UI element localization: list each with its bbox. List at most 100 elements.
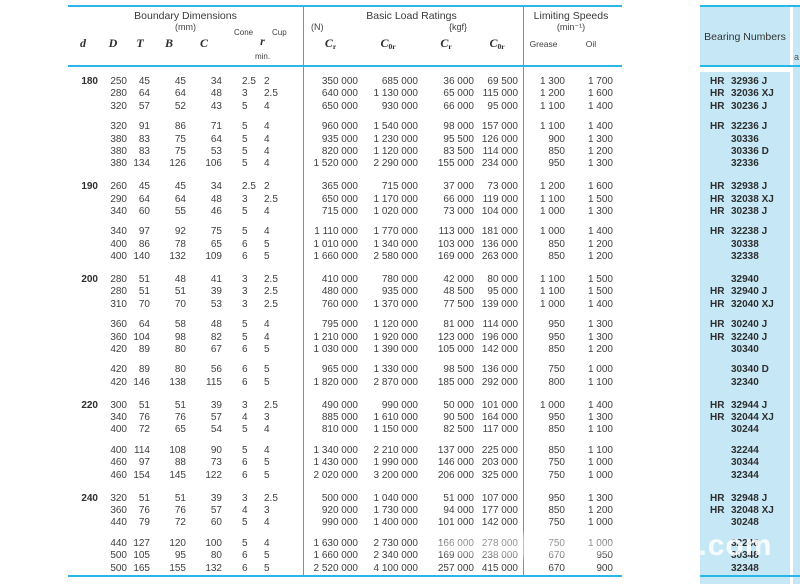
cell-C: 48 [210,319,222,331]
cell-grease: 950 [548,158,565,170]
cut-off-text-fragment: a [794,52,800,62]
cell-d: 200 [81,274,98,286]
cell-T: 89 [138,344,150,356]
cell-cr-kgf: 166 000 [437,537,474,549]
cell-D: 440 [110,517,127,529]
cell-c0r-kgf: 142 000 [481,344,518,356]
table-row: 360 104 98 82 5 4 1 210 000 1 920 000 123 000 196… [68,332,800,344]
cell-T: 45 [138,76,150,87]
spacer [615,251,700,263]
cell-oil: 1 300 [587,158,613,170]
cell-D: 400 [110,444,127,456]
cell-cone-r: 6 [242,364,248,376]
cell-cone-r: 5 [242,133,248,145]
cell-bearing-number: 30248 [700,517,800,529]
cell-C: 106 [205,158,222,170]
cell-c0r-n: 1 340 000 [373,238,419,250]
cell-T: 76 [138,412,150,424]
spacer [615,445,700,457]
spacer [615,377,700,389]
cell-d [68,286,98,298]
cell-c0r-n: 1 040 000 [373,492,419,504]
cell-c0r-kgf: 292 000 [481,376,518,388]
cell-c0r-n: 780 000 [381,274,418,286]
cell-c0r-kgf: 117 000 [482,424,518,436]
cell-c0r-n: 2 290 000 [373,158,419,170]
cell-oil: 1 400 [587,100,613,112]
cell-oil: 1 000 [587,537,613,549]
cell-D: 340 [110,226,127,238]
cell-cr-n: 1 110 000 [314,226,358,238]
cell-d [68,563,98,575]
cell-c0r-kgf: 119 000 [482,193,518,205]
cell-c0r-kgf: 157 000 [481,121,518,133]
cell-c0r-n: 1 330 000 [373,364,419,376]
cell-T: 72 [138,424,150,436]
cell-cone-r: 4 [242,412,248,424]
cell-C: 75 [210,226,222,238]
cell-C: 34 [210,76,222,87]
cell-grease: 1 200 [539,181,565,193]
cell-d [68,538,98,550]
cell-B: 45 [174,76,186,87]
cell-d [68,470,98,482]
cell-D: 360 [110,504,127,516]
cell-c0r-kgf: 114 000 [482,145,518,157]
table-row: 280 51 51 39 3 2.5 480 000 935 000 48 500 95 000 1… [68,286,800,298]
bearing-prefix: HR [710,226,725,238]
cell-c0r-n: 1 610 000 [373,412,419,424]
cell-cone-r: 6 [242,251,248,263]
cell-T: 89 [138,364,150,376]
cell-T: 97 [138,226,150,238]
cell-cup-r: 4 [264,537,270,549]
cell-cr-kgf: 37 000 [443,181,474,193]
table-top-rule [68,5,622,7]
row-block: 200 280 51 48 41 3 2.5 410 000 780 000 42 000 80 0… [68,274,800,311]
bearing-prefix [710,251,731,263]
cell-grease: 1 000 [539,399,565,411]
cell-bearing-number: 32248 [700,538,800,550]
cell-D: 360 [110,331,127,343]
cell-cr-kgf: 169 000 [437,550,474,562]
cell-D: 400 [110,251,127,263]
cell-cup-r: 4 [264,145,270,157]
row-block: 340 97 92 75 5 4 1 110 000 1 770 000 113 000 181 … [68,226,800,263]
cell-C: 39 [210,286,222,298]
cell-grease: 1 000 [539,206,565,218]
bearing-number: 32238 J [731,226,768,238]
bearing-prefix: HR [710,492,725,504]
spacer [615,194,700,206]
cell-cr-n: 1 660 000 [313,550,359,562]
cell-grease: 750 [548,469,565,481]
cell-bearing-number: HR 32036 XJ [700,88,800,100]
cell-cup-r: 4 [264,331,270,343]
cell-grease: 850 [548,251,565,263]
bore-group: 190 260 45 45 34 2.5 2 365 000 715 000 37 000 73 0… [68,181,800,263]
table-row: 400 72 65 54 5 4 810 000 1 150 000 82 500 117 000… [68,424,800,436]
bearing-numbers-header: Bearing Numbers [700,7,790,67]
cell-oil: 1 500 [587,286,613,298]
cell-T: 91 [138,121,150,133]
cell-d [68,251,98,263]
cell-c0r-n: 1 730 000 [373,504,419,516]
cell-cr-n: 795 000 [321,319,358,331]
cell-C: 80 [210,550,222,562]
cell-bearing-number: HR 30236 J [700,101,800,113]
col-grease: Grease [529,39,558,49]
cell-grease: 670 [548,550,565,562]
cell-cr-kgf: 90 500 [443,412,474,424]
table-row: 320 57 52 43 5 4 650 000 930 000 66 000 95 000 1 1… [68,101,800,113]
cell-d [68,121,98,133]
cell-c0r-n: 1 770 000 [373,226,419,238]
table-row: 190 260 45 45 34 2.5 2 365 000 715 000 37 000 73 0… [68,181,800,193]
cell-D: 420 [110,344,127,356]
cell-D: 320 [110,100,127,112]
cell-grease: 900 [548,133,565,145]
limiting-speeds-title: Limiting Speeds [533,10,609,22]
cell-bearing-number: 30344 [700,457,800,469]
bearing-prefix [710,239,731,251]
divider-loads-speeds [523,6,524,576]
cell-T: 70 [138,298,150,310]
cell-cr-kgf: 103 000 [437,238,474,250]
cell-bearing-number: 30348 [700,550,800,562]
